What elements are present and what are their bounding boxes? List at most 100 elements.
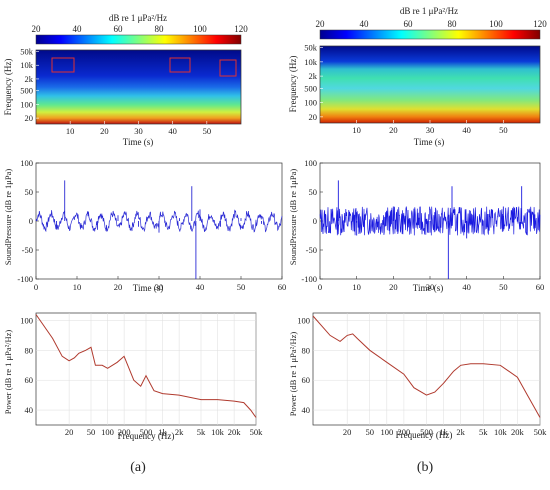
colorbar-tick-label: 100 <box>193 24 207 34</box>
x-tick-label: 50 <box>203 126 212 136</box>
waveform-ylabel: SoundPressure (dB re 1μPa) <box>288 169 298 266</box>
x-tick-label: 20 <box>343 427 352 437</box>
x-tick-label: 2k <box>175 427 184 437</box>
x-tick-label: 1k <box>439 427 448 437</box>
spectrogram-xlabel: Time (s) <box>123 137 153 147</box>
y-tick-label: 10k <box>304 57 318 67</box>
colorbar-tick-label: 20 <box>32 24 42 34</box>
psd-ylabel: Power (dB re 1 μPa²/Hz) <box>3 330 13 415</box>
x-tick-label: 20k <box>228 427 242 437</box>
x-tick-label: 40 <box>462 125 471 135</box>
y-tick-label: 50 <box>25 187 34 197</box>
y-tick-label: 50 <box>309 187 318 197</box>
spectrogram-xticks: 10 20 30 40 50 <box>352 120 508 135</box>
panel-caption: (b) <box>417 460 434 475</box>
x-tick-label: 10 <box>73 282 82 292</box>
waveform-ylabel: SoundPressure (dB re 1μPa) <box>3 169 13 266</box>
colorbar-tick-label: 100 <box>489 19 503 29</box>
y-tick-label: 2k <box>309 71 318 81</box>
spectrogram-image <box>320 46 540 123</box>
x-tick-label: 40 <box>168 126 177 136</box>
x-tick-label: 500 <box>140 427 153 437</box>
x-tick-label: 200 <box>398 427 411 437</box>
waveform-xlabel: Time (s) <box>133 283 163 293</box>
colorbar: 20 40 60 80 100 120 <box>316 19 548 29</box>
x-tick-label: 50 <box>366 427 375 437</box>
psd-ylabel: Power (dB re 1 μPa²/Hz) <box>288 332 298 417</box>
colorbar-tick-label: 80 <box>155 24 165 34</box>
x-tick-label: 20 <box>65 427 74 437</box>
x-tick-label: 50 <box>87 427 96 437</box>
x-tick-label: 10k <box>211 427 225 437</box>
x-tick-label: 50 <box>499 125 508 135</box>
y-tick-label: 40 <box>302 405 311 415</box>
x-tick-label: 20k <box>511 427 525 437</box>
x-tick-label: 20 <box>389 282 398 292</box>
panel-caption: (a) <box>130 460 146 475</box>
colorbar-tick-label: 80 <box>448 19 458 29</box>
x-tick-label: 10 <box>352 282 361 292</box>
y-tick-label: 2k <box>25 74 34 84</box>
colorbar-tick-label: 120 <box>234 24 248 34</box>
x-tick-label: 10 <box>352 125 361 135</box>
spectrogram-highlight-boxes <box>51 57 237 77</box>
y-tick-label: -100 <box>301 274 317 284</box>
psd-xlabel: Frequency (Hz) <box>118 431 175 441</box>
x-tick-label: 40 <box>462 282 471 292</box>
waveform-xlabel: Time (s) <box>413 283 443 293</box>
x-tick-label: 2k <box>456 427 465 437</box>
colorbar-gradient <box>35 34 242 45</box>
y-tick-label: 100 <box>20 99 33 109</box>
x-tick-label: 500 <box>420 427 433 437</box>
x-tick-label: 30 <box>426 125 435 135</box>
x-tick-label: 60 <box>536 282 545 292</box>
x-tick-label: 10 <box>66 126 75 136</box>
x-tick-label: 200 <box>118 427 131 437</box>
highlight-box <box>169 57 191 73</box>
spectrogram-yticks: 50k 10k 2k 500 100 20 <box>20 47 39 123</box>
colorbar-tick-label: 20 <box>316 19 326 29</box>
colorbar-title: dB re 1 μPa²/Hz <box>400 6 458 16</box>
x-tick-label: 10k <box>494 427 508 437</box>
x-tick-label: 100 <box>380 427 393 437</box>
psd-curve <box>312 315 541 418</box>
colorbar-tick-label: 60 <box>114 24 124 34</box>
spectrogram-yticks: 50k 10k 2k 500 100 20 <box>304 43 323 122</box>
colorbar-gradient <box>319 29 541 40</box>
y-tick-label: -50 <box>306 245 317 255</box>
x-tick-label: 20 <box>100 126 109 136</box>
y-tick-label: 20 <box>25 113 34 123</box>
x-tick-label: 50 <box>237 282 246 292</box>
y-tick-label: 50k <box>304 43 318 53</box>
x-tick-label: 5k <box>479 427 488 437</box>
colorbar-tick-label: 40 <box>360 19 370 29</box>
x-tick-label: 30 <box>426 282 435 292</box>
y-tick-label: 100 <box>20 158 33 168</box>
x-tick-label: 50k <box>534 427 548 437</box>
colorbar-tick-label: 120 <box>533 19 547 29</box>
y-tick-label: 500 <box>20 86 33 96</box>
psd-plot: 20 50 100 200 500 1k 2k 5k 10k 20k 50k 100 80 60 40 <box>20 312 263 437</box>
y-tick-label: 60 <box>25 375 34 385</box>
y-tick-label: 0 <box>29 216 33 226</box>
y-tick-label: -100 <box>17 274 33 284</box>
highlight-box <box>51 57 75 73</box>
y-tick-label: 0 <box>313 216 317 226</box>
y-tick-label: 40 <box>25 405 34 415</box>
y-tick-label: 80 <box>25 345 34 355</box>
waveform-noise <box>319 206 541 236</box>
x-tick-label: 100 <box>101 427 114 437</box>
panel-b: dB re 1 μPa²/Hz 20 40 60 80 100 120 50k10k2k5… <box>288 6 547 475</box>
y-tick-label: 20 <box>309 112 318 122</box>
x-tick-label: 20 <box>114 282 123 292</box>
x-tick-label: 0 <box>318 282 322 292</box>
y-tick-label: 100 <box>20 315 33 325</box>
x-tick-label: 5k <box>197 427 206 437</box>
spectrogram-xticks: 10 20 30 40 50 <box>66 121 211 136</box>
y-tick-label: -50 <box>22 245 33 255</box>
x-tick-label: 30 <box>134 126 143 136</box>
y-tick-label: 50k <box>20 47 34 57</box>
